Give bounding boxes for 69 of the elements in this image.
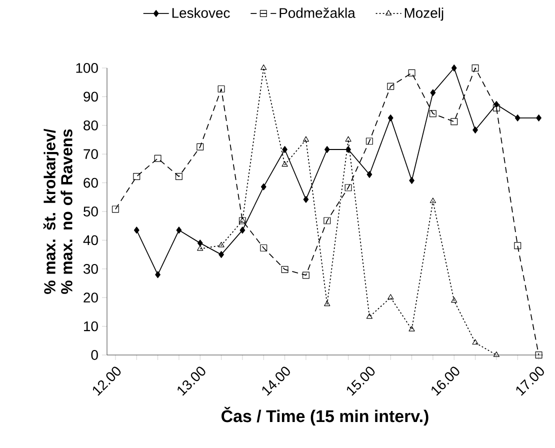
y-tick-label: 10	[84, 321, 98, 332]
point	[154, 154, 162, 162]
point	[366, 313, 373, 319]
point	[344, 184, 352, 192]
point	[218, 251, 224, 258]
point	[409, 177, 414, 184]
point	[197, 240, 203, 247]
y-tick-label: 90	[84, 92, 98, 102]
point	[303, 196, 309, 203]
point	[472, 126, 478, 134]
y-tick-label: 0	[91, 350, 98, 360]
y-tick-label: 100	[76, 63, 98, 73]
point	[451, 64, 457, 72]
point	[324, 146, 330, 153]
point	[260, 244, 268, 252]
point	[408, 326, 415, 332]
y-tick-label: 40	[83, 235, 98, 246]
point	[218, 242, 224, 248]
y-tick-label: 80	[84, 120, 98, 130]
point	[282, 161, 288, 167]
legend-label: Podmežakla	[280, 8, 356, 18]
point	[450, 118, 458, 126]
point	[451, 297, 458, 303]
point	[429, 110, 436, 118]
point	[493, 352, 500, 357]
point	[472, 64, 479, 72]
point	[408, 69, 416, 76]
point	[260, 64, 267, 70]
point	[366, 138, 373, 145]
point	[430, 89, 436, 96]
point	[324, 217, 331, 224]
point	[240, 226, 246, 234]
point	[260, 183, 266, 190]
y-tick-label: 50	[84, 206, 98, 216]
point	[176, 226, 182, 234]
point	[302, 136, 310, 142]
x-axis-title: Čas / Time (15 min interv.)	[222, 406, 428, 426]
point	[387, 82, 394, 90]
point	[218, 85, 225, 92]
point	[430, 198, 436, 204]
y-tick-label: 70	[84, 149, 98, 160]
point	[472, 339, 478, 345]
point	[324, 300, 330, 306]
y-axis-title: % max. št. krokarjev/ % max. no of Ravens	[43, 128, 72, 294]
y-tick-label: 60	[84, 178, 98, 188]
point	[366, 170, 372, 178]
point	[492, 104, 500, 112]
point	[155, 271, 160, 278]
point	[388, 294, 394, 300]
point	[514, 242, 522, 250]
point	[346, 146, 351, 153]
point	[175, 172, 182, 180]
point	[535, 352, 542, 358]
point	[514, 114, 520, 122]
y-tick-label: 20	[84, 292, 98, 303]
point	[282, 146, 288, 153]
point	[134, 226, 140, 234]
legend-label: Leskovec	[172, 8, 230, 18]
point	[388, 114, 394, 122]
point	[112, 206, 119, 213]
point	[302, 272, 310, 279]
point	[196, 143, 204, 150]
y-tick-label: 30	[84, 264, 98, 274]
point	[197, 245, 204, 251]
point	[281, 266, 288, 273]
point	[133, 172, 140, 180]
point	[536, 114, 542, 122]
legend-label: Mozelj	[404, 8, 444, 21]
point	[345, 136, 352, 142]
